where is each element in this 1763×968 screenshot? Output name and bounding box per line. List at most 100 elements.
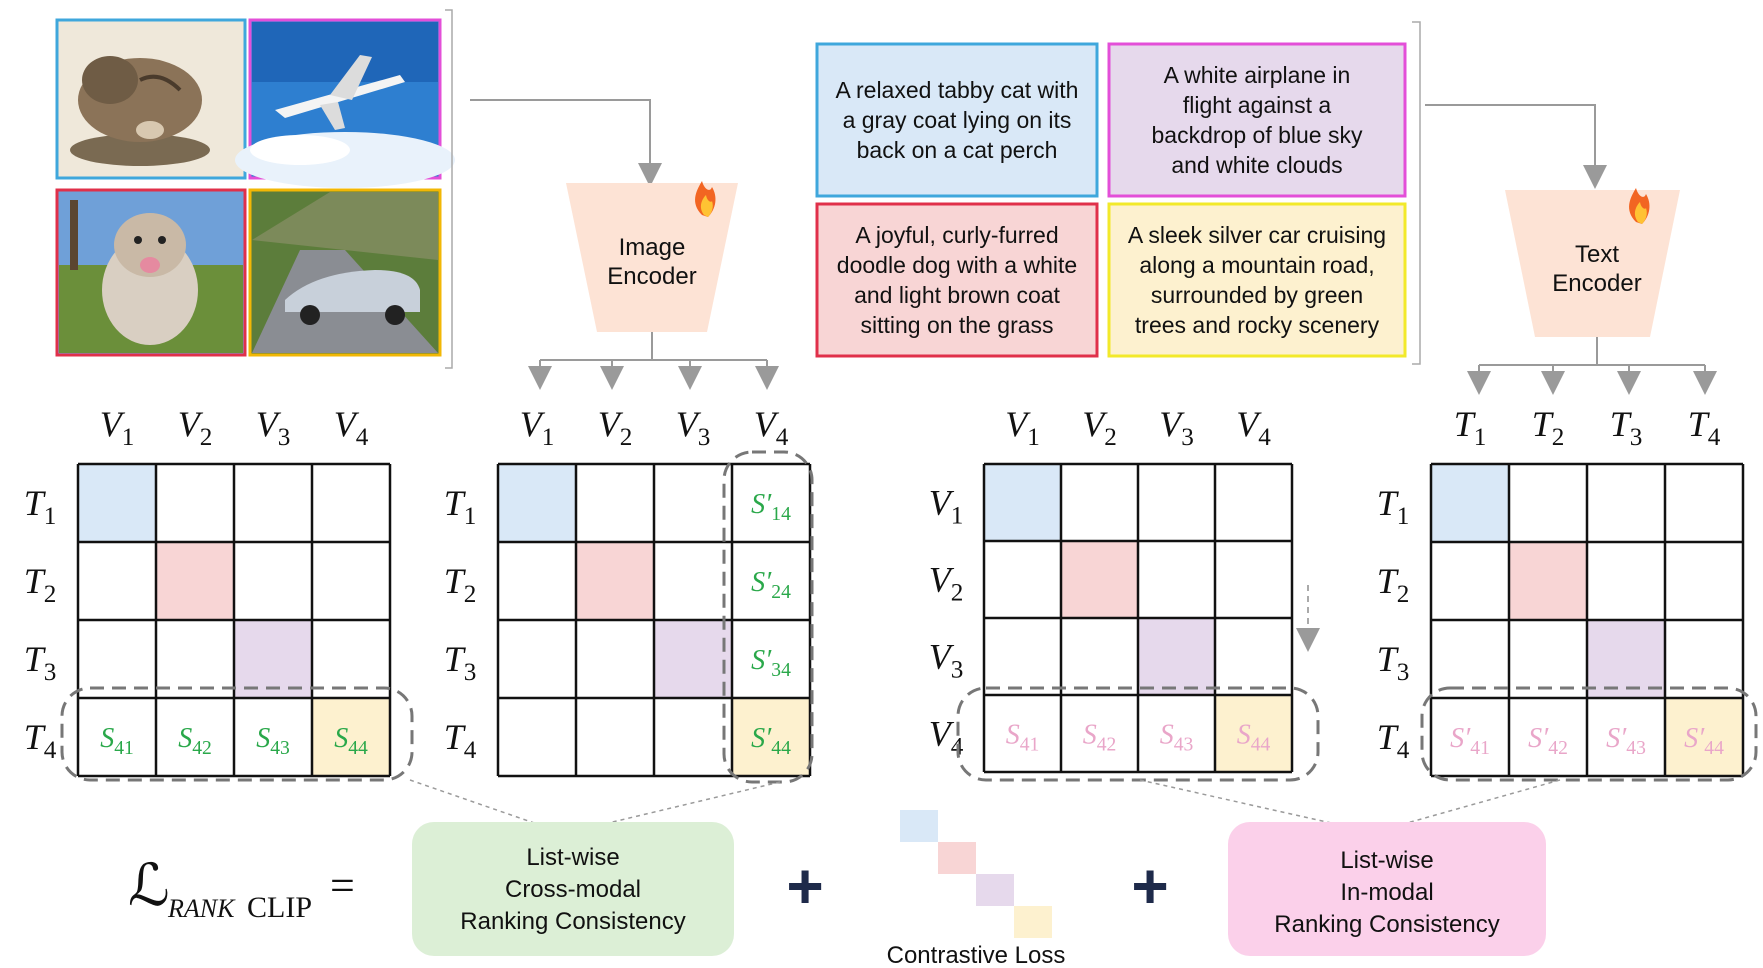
math-label: V1 <box>929 483 964 530</box>
math-label: V1 <box>1005 404 1040 451</box>
math-label: S′34 <box>751 645 791 681</box>
math-label: S44 <box>334 723 368 759</box>
caption-box-2: A white airplane in flight against a backd… <box>1107 42 1407 198</box>
text-encoder-arrows <box>1467 337 1717 395</box>
in-modal-line-3: Ranking Consistency <box>1274 911 1499 938</box>
loss-formula: ℒ RANK CLIP = + + <box>128 850 1169 924</box>
in-modal-box: List-wise In-modal Ranking Consistency <box>1228 822 1546 956</box>
caption-box-1: A relaxed tabby cat with a gray coat lyin… <box>815 42 1099 198</box>
image-bracket <box>445 9 453 369</box>
diagonal-cell <box>1509 542 1587 620</box>
math-label: S′44 <box>751 723 791 759</box>
caption-bracket <box>1412 21 1421 365</box>
in-modal-line-2: In-modal <box>1340 879 1433 906</box>
diagonal-cell <box>576 542 654 620</box>
math-label: V3 <box>676 404 711 451</box>
cat-stripe <box>139 74 182 92</box>
math-label: V3 <box>256 404 291 451</box>
math-label: V1 <box>100 404 135 451</box>
math-label: V2 <box>178 404 213 451</box>
caption-line: back on a cat perch <box>857 137 1058 163</box>
highlight-matrix1-row4 <box>60 686 414 782</box>
diagonal-cell <box>234 620 312 698</box>
cross-modal-box: List-wise Cross-modal Ranking Consistenc… <box>412 822 734 956</box>
math-label: S43 <box>256 723 290 759</box>
caption-line: along a mountain road, <box>1139 252 1374 278</box>
airplane-wing-top <box>330 55 372 100</box>
image-encoder: Image Encoder <box>566 181 738 332</box>
caption-box-bg <box>1107 202 1407 358</box>
image-encoder-label-1: Image <box>619 234 686 261</box>
diagonal-cell <box>654 620 732 698</box>
math-label: S42 <box>1083 720 1117 756</box>
math-label: T4 <box>1688 404 1721 451</box>
caption-box-bg <box>815 202 1099 358</box>
caption-line: A white airplane in <box>1164 62 1351 88</box>
text-encoder: Text Encoder <box>1505 188 1680 337</box>
diagonal-cell <box>1061 541 1138 618</box>
math-label: V4 <box>754 404 789 451</box>
math-label: S′41 <box>1450 723 1490 759</box>
math-label: V2 <box>598 404 633 451</box>
caption-line: surrounded by green <box>1151 282 1363 308</box>
math-label: V3 <box>929 637 964 684</box>
cat-paw <box>136 121 164 139</box>
image-cat <box>55 18 247 180</box>
math-label: T2 <box>1532 404 1565 451</box>
math-label: T1 <box>24 483 57 530</box>
math-label: T3 <box>1610 404 1643 451</box>
caption-line: trees and rocky scenery <box>1135 312 1380 338</box>
caption-line: and white clouds <box>1171 152 1342 178</box>
image-airplane <box>235 18 455 188</box>
cross-modal-line-3: Ranking Consistency <box>460 908 685 935</box>
tree-trunk <box>70 200 78 270</box>
fire-icon <box>695 181 716 217</box>
highlight-matrix2-col4 <box>722 450 814 784</box>
caption-box-4: A sleek silver car cruising along a mount… <box>1107 202 1407 358</box>
in-modal-box-bg <box>1228 822 1546 956</box>
image-grid <box>55 9 455 369</box>
formula-script-l: ℒ <box>128 853 170 918</box>
math-label: T3 <box>24 639 57 686</box>
plus-sign-2: + <box>1131 850 1168 922</box>
caption-line: A joyful, curly-furred <box>855 222 1058 248</box>
contrastive-loss-label: Contrastive Loss <box>887 942 1066 968</box>
caption-line: and light brown coat <box>854 282 1060 308</box>
matrix-4: T1 T2 T3 T4 T1 T2 T3 T4 S′41 S′42 S′43 S′44 <box>1377 404 1745 778</box>
caption-line: sitting on the grass <box>860 312 1053 338</box>
caption-line: A sleek silver car cruising <box>1128 222 1386 248</box>
caption-line: doodle dog with a white <box>837 252 1077 278</box>
image-encoder-arrows <box>528 332 779 390</box>
contrastive-cell-3 <box>976 874 1014 906</box>
math-label: S′42 <box>1528 723 1568 759</box>
diagonal-cell <box>1587 620 1665 698</box>
caption-box-3: A joyful, curly-furred doodle dog with a … <box>815 202 1099 358</box>
math-label: T2 <box>24 561 57 608</box>
math-label: T2 <box>1377 561 1410 608</box>
dog-head <box>114 213 186 277</box>
highlight-matrix4-row4 <box>1420 686 1758 782</box>
math-label: V1 <box>520 404 555 451</box>
math-label: V2 <box>929 560 964 607</box>
matrix-1: V1 V2 V3 V4 T1 T2 T3 T4 S41 S42 S43 S44 <box>24 404 392 778</box>
math-label: V3 <box>1159 404 1194 451</box>
highlight-matrix3-row4 <box>956 686 1320 782</box>
math-label: V4 <box>929 714 964 761</box>
caption-line: flight against a <box>1183 92 1332 118</box>
similarity-matrices: V1 V2 V3 V4 T1 T2 T3 T4 S41 S42 S43 S44 V1 V2 V3 V4 T1 T2… <box>24 404 1745 778</box>
diagonal-cell <box>1138 618 1215 695</box>
diagonal-cell <box>984 464 1061 541</box>
math-label: T1 <box>1454 404 1487 451</box>
fire-icon <box>1629 188 1650 224</box>
cat-perch <box>70 134 210 166</box>
math-label: V2 <box>1082 404 1117 451</box>
caption-box-bg <box>815 42 1099 198</box>
dog-eye-left <box>134 236 142 244</box>
diagonal-cell <box>1215 695 1292 772</box>
formula-equals: = <box>330 861 355 910</box>
math-label: S′44 <box>1684 723 1724 759</box>
diagonal-cell <box>312 698 390 776</box>
arrow-images-to-encoder <box>470 99 662 187</box>
math-label: S41 <box>100 723 134 759</box>
